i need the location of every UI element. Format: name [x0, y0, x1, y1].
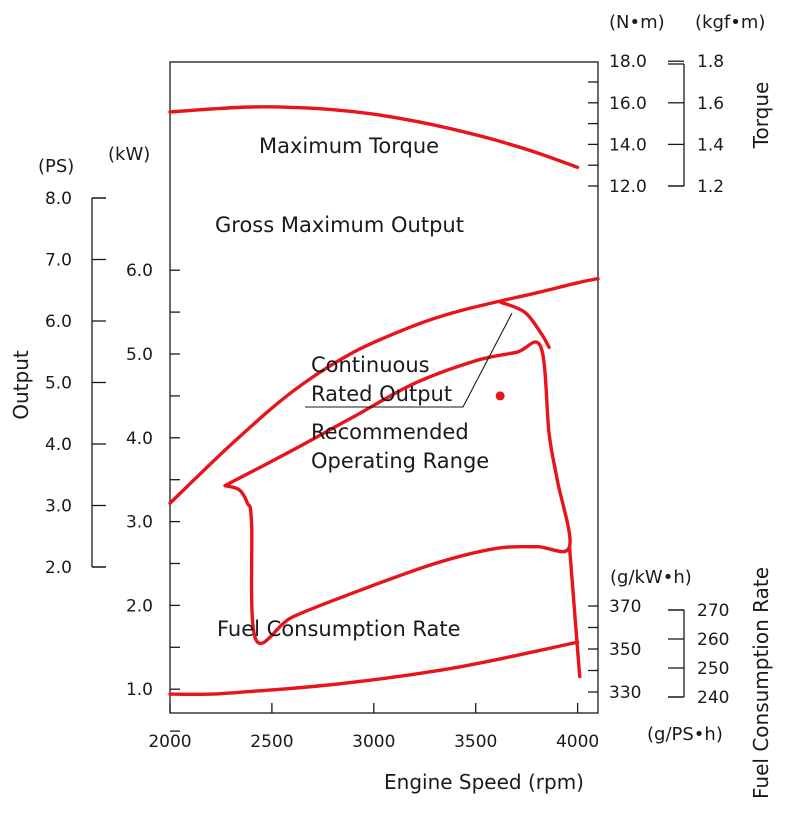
torque-kgf-tick-label: 1.2 [697, 177, 724, 197]
gross-maximum-output-curve [168, 276, 600, 505]
ps-tick-label: 3.0 [45, 497, 72, 517]
kw-tick-label: 6.0 [126, 261, 153, 281]
fuel-ps-tick-label: 240 [697, 688, 729, 708]
fuel-consumption-rate-curve [168, 640, 580, 697]
x-tick-label: 2500 [250, 732, 293, 752]
kw-tick-label: 1.0 [126, 680, 153, 700]
fuel-axis-bracket [668, 609, 685, 698]
fuel-axis-title: Fuel Consumption Rate [749, 567, 773, 799]
ps-tick-label: 5.0 [45, 374, 72, 394]
range-right-extension-curve [567, 545, 582, 679]
ps-tick-label: 8.0 [45, 189, 72, 209]
fuel-si-tick-label: 370 [609, 597, 641, 617]
kw-tick-label: 3.0 [126, 513, 153, 533]
torque-si-tick-label: 12.0 [609, 177, 647, 197]
continuous-label-line2: Rated Output [311, 382, 452, 406]
fuel-si-tick-label: 350 [609, 640, 641, 660]
recommended-label-line1: Recommended [311, 420, 469, 444]
x-tick-label: 4000 [556, 732, 599, 752]
continuous-leader-line [305, 312, 513, 408]
torque-si-tick-label: 16.0 [609, 94, 647, 114]
kw-tick-label: 5.0 [126, 345, 153, 365]
maximum-torque-curve [168, 105, 580, 169]
max-torque-label: Maximum Torque [259, 134, 439, 158]
ps-unit-label: (PS) [38, 156, 74, 177]
output-top-bend-curve [498, 300, 551, 349]
continuous-rated-output-point [495, 391, 505, 401]
kw-unit-label: (kW) [108, 144, 150, 165]
fuel-si-tick-label: 330 [609, 683, 641, 703]
recommended-label-line2: Operating Range [311, 449, 489, 473]
torque-si-tick-label: 18.0 [609, 52, 647, 72]
ps-tick-label: 6.0 [45, 312, 72, 332]
x-tick-label: 3000 [352, 732, 395, 752]
kw-tick-label: 2.0 [126, 596, 153, 616]
gross-output-label: Gross Maximum Output [215, 213, 464, 237]
fuel-si-unit-label: (g/kW•h) [610, 567, 692, 588]
fuel-ps-tick-label: 250 [697, 659, 729, 679]
output-axis-title: Output [9, 350, 33, 420]
fuel-ps-unit-label: (g/PS•h) [647, 724, 723, 745]
x-tick-label: 3500 [454, 732, 497, 752]
ps-axis-bracket [91, 197, 106, 568]
fuel-ps-tick-label: 260 [697, 630, 729, 650]
ps-tick-label: 4.0 [45, 435, 72, 455]
plot-frame [169, 61, 599, 714]
torque-kgf-tick-label: 1.8 [697, 52, 724, 72]
fuel-ps-tick-label: 270 [697, 601, 729, 621]
torque-kgf-tick-label: 1.6 [697, 94, 724, 114]
ps-tick-label: 7.0 [45, 251, 72, 271]
x-tick-label: 2000 [148, 732, 191, 752]
torque-kgf-unit-label: (kgf•m) [695, 12, 765, 33]
performance-curves [168, 105, 600, 697]
torque-axis-bracket [668, 63, 685, 187]
kw-tick-label: 4.0 [126, 429, 153, 449]
torque-axis-title: Torque [749, 82, 773, 150]
x-axis-title: Engine Speed (rpm) [384, 770, 584, 794]
fuel-curve-label: Fuel Consumption Rate [217, 617, 461, 641]
torque-si-tick-label: 14.0 [609, 135, 647, 155]
torque-si-unit-label: (N•m) [609, 12, 665, 33]
torque-kgf-tick-label: 1.4 [697, 135, 724, 155]
recommended-operating-range-curve [223, 340, 572, 646]
ps-tick-label: 2.0 [45, 558, 72, 578]
tick-labels: 2000 2500 3000 3500 4000 1.0 2.0 3.0 4.0 5.0 6.0 2.… [45, 52, 730, 752]
continuous-label-line1: Continuous [311, 353, 430, 377]
